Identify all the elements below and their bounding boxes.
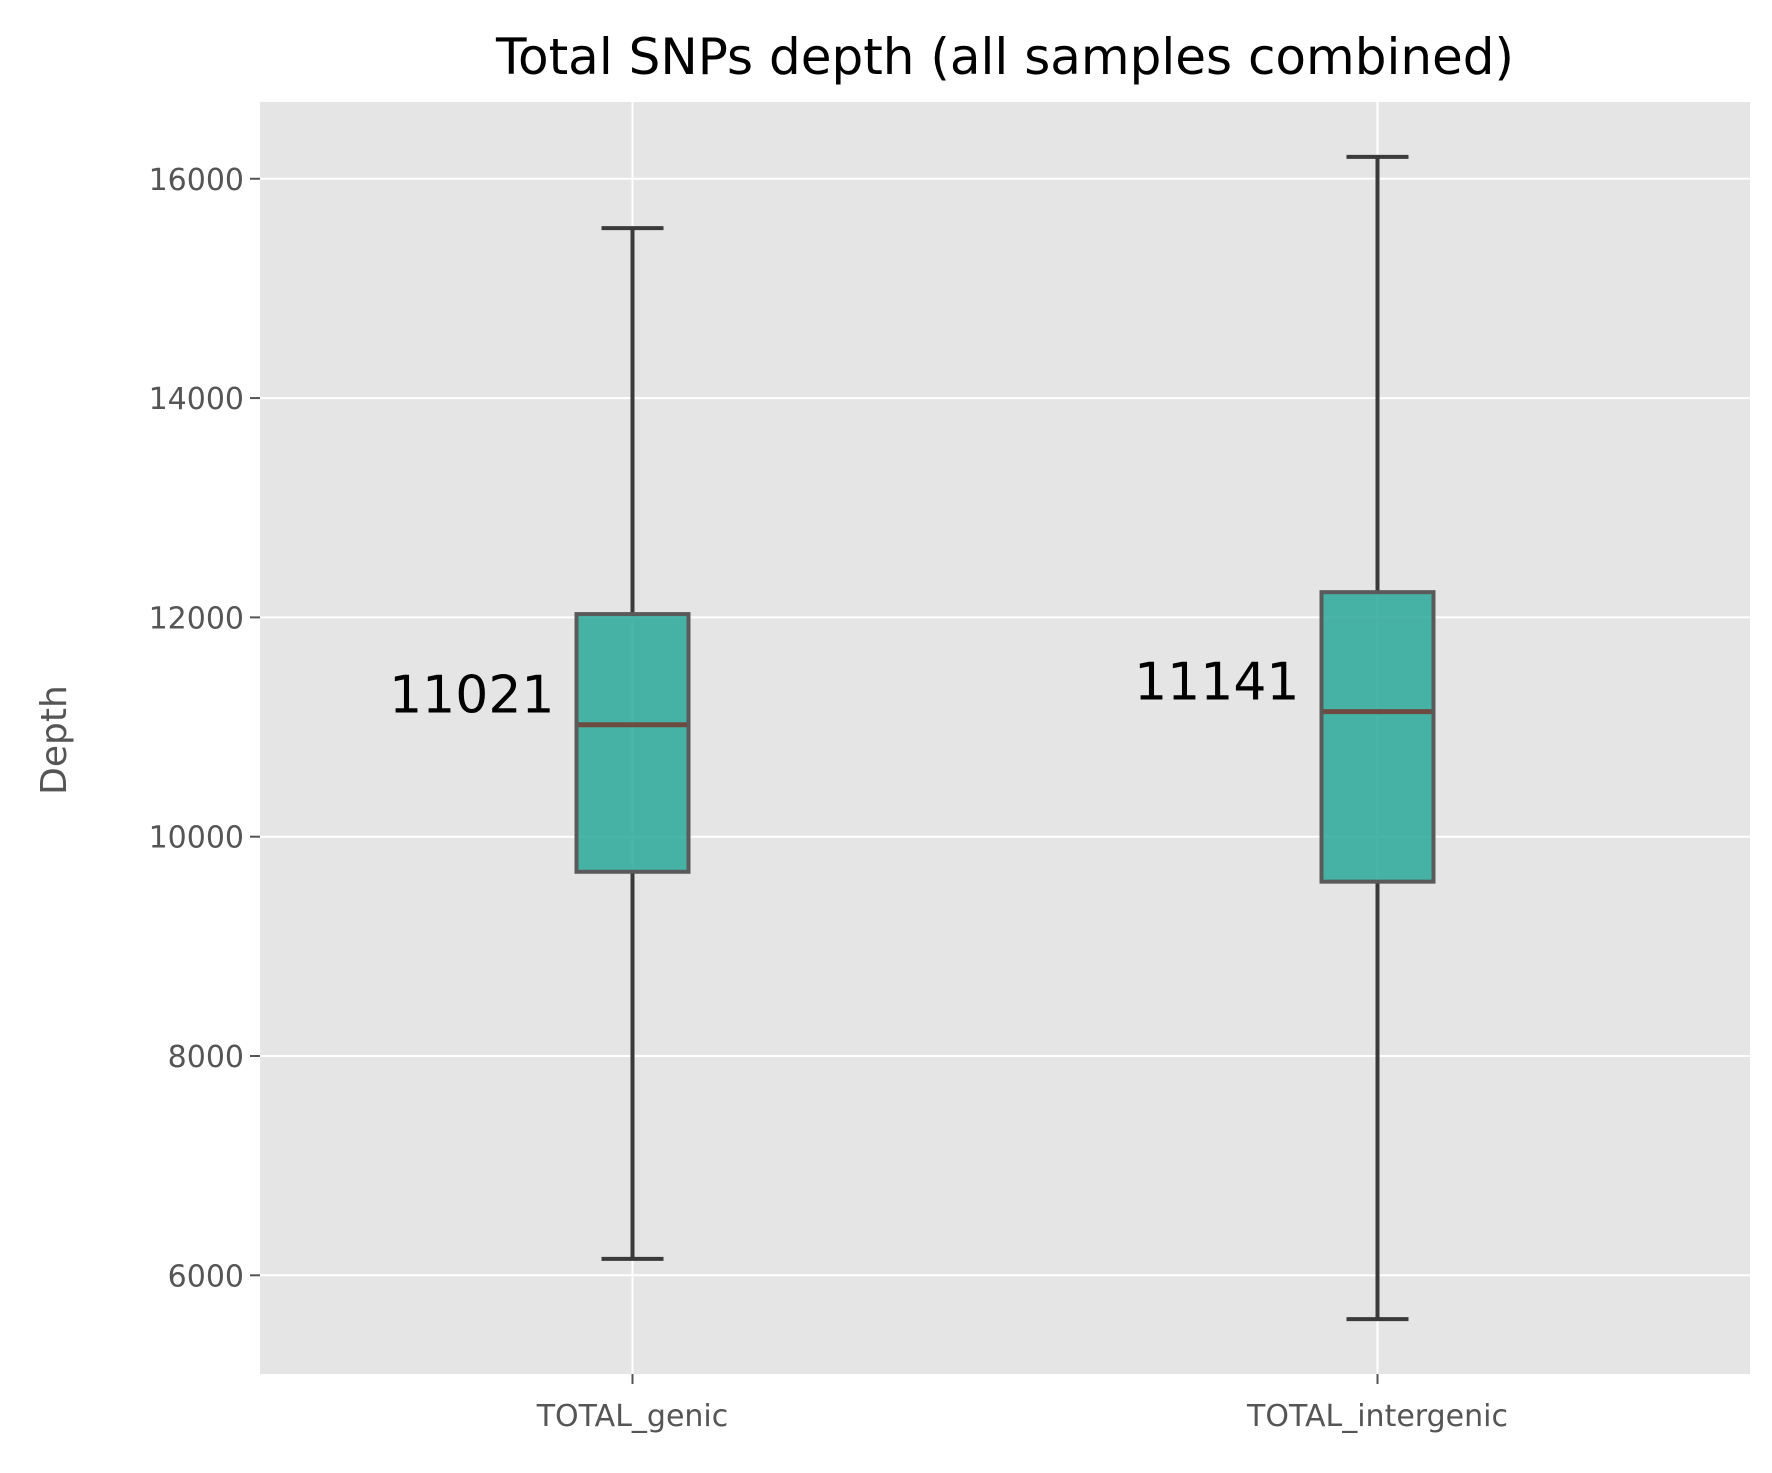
y-tick-label: 16000 [149, 163, 244, 198]
y-tick-label: 12000 [149, 601, 244, 636]
x-tick-label-total-intergenic: TOTAL_intergenic [1246, 1399, 1508, 1434]
y-tick-label: 6000 [168, 1259, 244, 1294]
y-tick-label: 10000 [149, 821, 244, 856]
box-total-intergenic [1319, 590, 1436, 884]
x-tick-label-total-genic: TOTAL_genic [536, 1399, 729, 1434]
y-tick-label: 8000 [168, 1040, 244, 1075]
axes-layer: 6000 8000 10000 12000 14000 16000 TOTAL_genic T… [149, 163, 1508, 1434]
chart-title: Total SNPs depth (all samples combined) [495, 28, 1514, 86]
y-axis-label: Depth [34, 685, 75, 795]
median-label-total-genic: 11021 [389, 666, 554, 726]
box-total-genic [574, 612, 691, 874]
median-label-total-intergenic: 11141 [1134, 653, 1299, 713]
plot-background [260, 102, 1750, 1374]
y-tick-label: 14000 [149, 382, 244, 417]
boxes-layer: 11021 11141 [389, 154, 1436, 1322]
